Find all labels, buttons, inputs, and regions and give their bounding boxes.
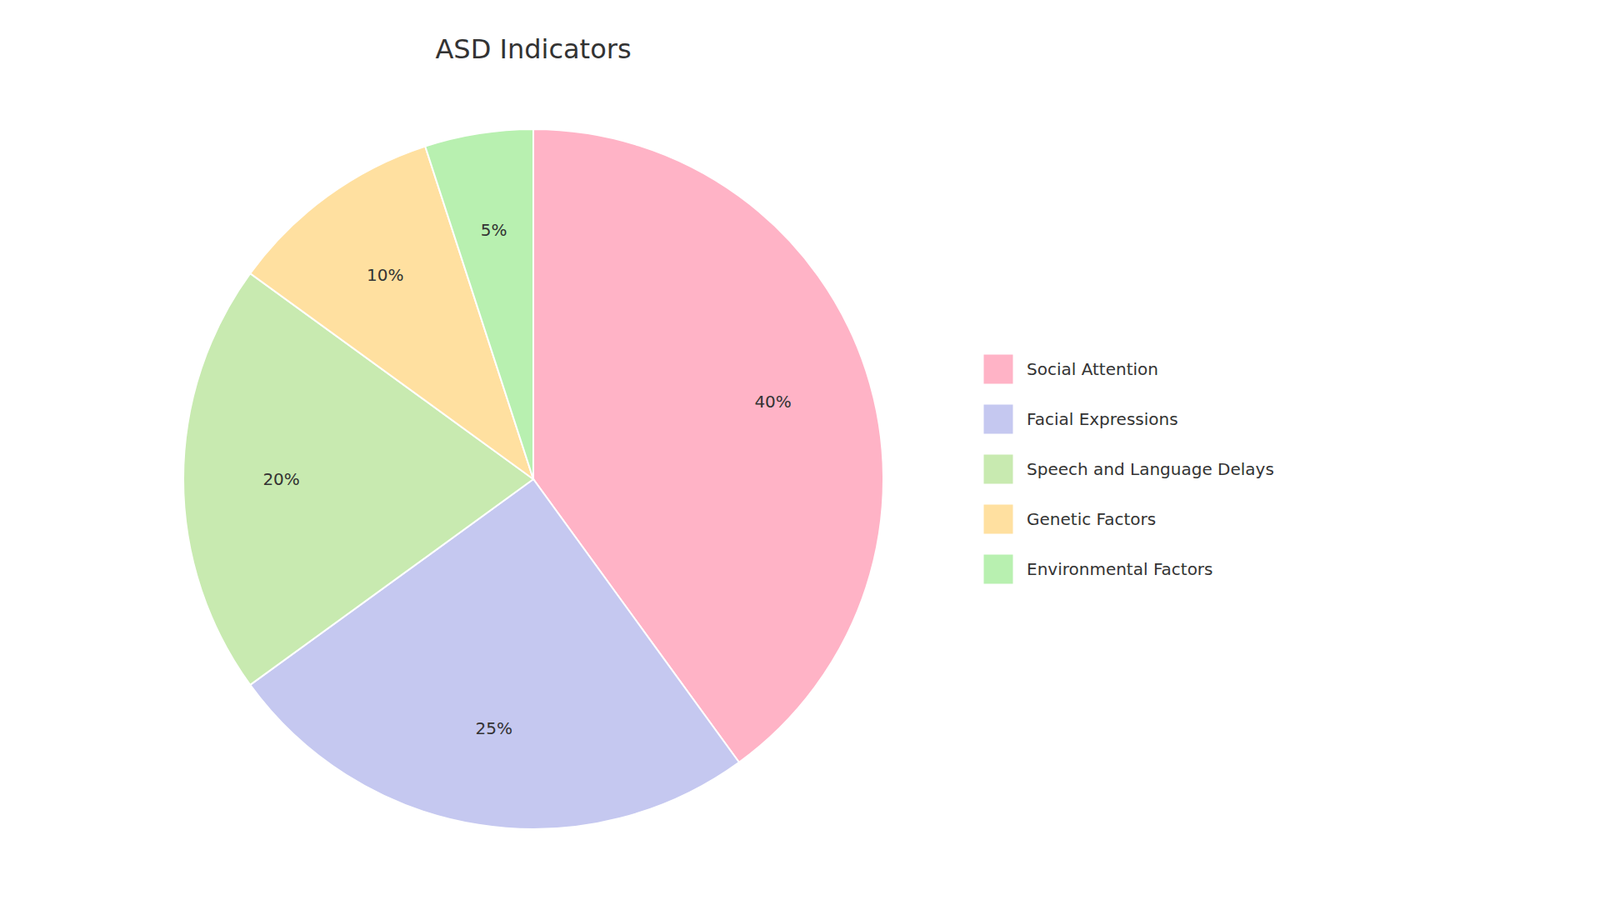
data-label: 40% — [754, 391, 791, 412]
legend-label: Environmental Factors — [1026, 559, 1214, 580]
legend-swatch — [983, 404, 1014, 435]
legend-label: Social Attention — [1026, 359, 1159, 380]
legend-item: Social Attention — [983, 354, 1159, 385]
legend-swatch — [983, 554, 1014, 585]
legend-item: Genetic Factors — [983, 504, 1156, 535]
legend-swatch — [983, 354, 1014, 385]
legend-item: Facial Expressions — [983, 404, 1179, 435]
data-label: 25% — [475, 718, 512, 739]
pie — [183, 129, 884, 830]
legend-swatch — [983, 504, 1014, 535]
data-label: 10% — [366, 265, 404, 285]
legend-swatch — [983, 454, 1014, 485]
pie-slice — [425, 129, 534, 480]
legend-label: Speech and Language Delays — [1026, 459, 1275, 480]
legend-label: Genetic Factors — [1026, 509, 1156, 530]
title: ASD Indicators — [435, 33, 631, 65]
legend-label: Facial Expressions — [1026, 409, 1179, 430]
legend-item: Speech and Language Delays — [983, 454, 1275, 485]
data-label: 20% — [262, 469, 300, 490]
legend: Social Attention Facial Expressions Speech… — [983, 354, 1275, 585]
data-labels: 40% 25% 20% 10% 5% — [262, 220, 791, 738]
chart: ASD Indicators 40% 25% 20% 10% 5% Social Atten… — [0, 0, 1600, 900]
data-label: 5% — [480, 220, 508, 240]
legend-item: Environmental Factors — [983, 554, 1214, 585]
